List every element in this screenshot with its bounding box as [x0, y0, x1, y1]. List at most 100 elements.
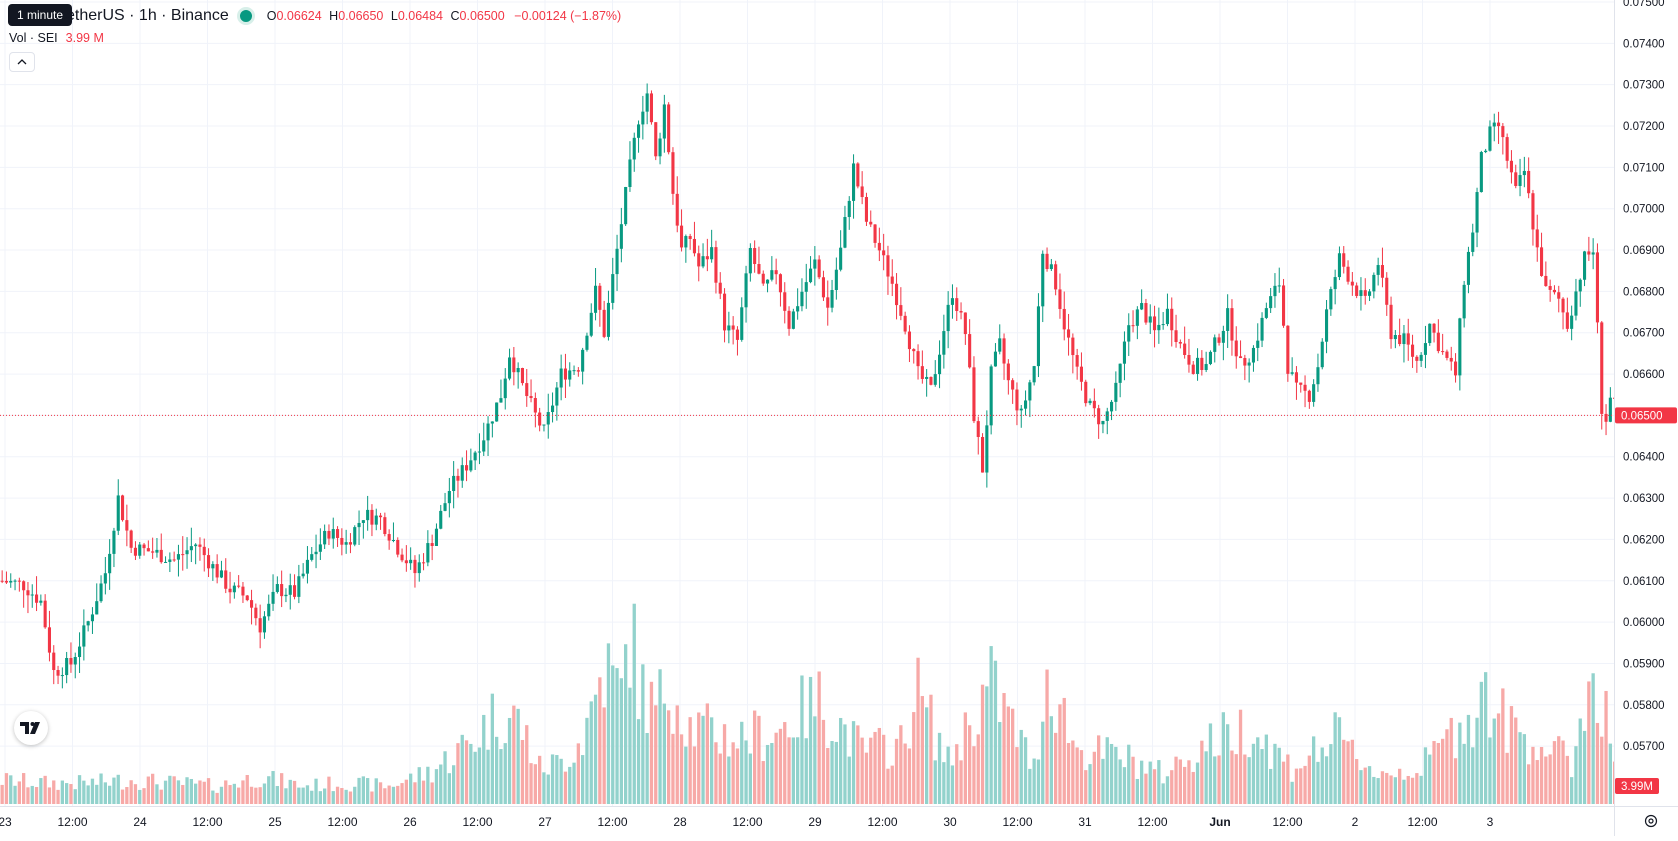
- candle-body: [1135, 309, 1139, 326]
- volume-bar: [662, 703, 666, 804]
- candle-body: [417, 562, 421, 574]
- candle-body: [125, 520, 129, 531]
- volume-bar: [82, 780, 86, 804]
- volume-bar: [1079, 750, 1084, 804]
- candle-body: [920, 366, 924, 379]
- volume-bar: [1423, 747, 1428, 804]
- chart-pane[interactable]: 1 minute etherUS · 1h · Binance O0.06624…: [0, 0, 1621, 806]
- volume-bar: [202, 781, 206, 804]
- candle-body: [925, 376, 929, 379]
- candle-body: [133, 547, 137, 556]
- candle-body: [254, 607, 258, 619]
- candle-body: [1518, 175, 1522, 186]
- candle-body: [207, 555, 211, 569]
- price-tick-label: 0.06100: [1623, 576, 1665, 588]
- volume-bar: [839, 717, 843, 804]
- candle-body: [1282, 285, 1286, 326]
- collapse-legend-button[interactable]: [9, 52, 35, 72]
- volume-bar: [649, 681, 654, 804]
- time-tick-label: 27: [538, 815, 552, 829]
- candle-body: [873, 224, 877, 243]
- volume-bar: [1557, 736, 1561, 804]
- candle-body: [1565, 312, 1569, 329]
- volume-bar: [1484, 672, 1488, 804]
- candle-body: [1578, 279, 1582, 292]
- symbol-title[interactable]: etherUS · 1h · Binance: [66, 7, 229, 24]
- price-tick-label: 0.07400: [1623, 38, 1665, 50]
- candle-body: [486, 423, 490, 441]
- volume-bar: [1208, 723, 1213, 804]
- volume-bar: [740, 721, 744, 804]
- volume-bar: [206, 778, 211, 804]
- open-value: 0.06624: [276, 9, 322, 23]
- candle-body: [594, 285, 598, 313]
- candle-body: [241, 586, 245, 596]
- candle-body: [899, 305, 903, 316]
- volume-bar: [267, 776, 271, 804]
- volume-bar: [284, 788, 288, 804]
- volume-bar: [585, 717, 589, 804]
- candle-body: [572, 370, 576, 372]
- candle-body: [258, 618, 262, 633]
- candle-body: [138, 544, 142, 556]
- candle-body: [159, 549, 163, 563]
- volume-bar: [1479, 681, 1483, 804]
- volume-bar: [1531, 746, 1535, 804]
- time-axis[interactable]: 23 12:00 24 12:00 25 12:00 26 12:00 27 12:00 28 12:…: [0, 806, 1614, 836]
- volume-bar: [1501, 688, 1505, 804]
- volume-bar: [176, 780, 181, 804]
- market-status-icon[interactable]: [236, 7, 255, 25]
- candle-body: [1153, 316, 1157, 331]
- volume-bar: [1522, 734, 1526, 804]
- tradingview-logo[interactable]: [14, 711, 48, 745]
- candle-body: [1234, 340, 1238, 357]
- candle-body: [641, 111, 645, 125]
- volume-bar: [335, 786, 340, 804]
- volume-bar: [1441, 738, 1445, 804]
- volume-bar: [1518, 732, 1522, 804]
- volume-bar: [1402, 779, 1406, 804]
- candle-body: [1307, 390, 1311, 402]
- volume-bar: [1269, 768, 1273, 804]
- candlestick-chart[interactable]: [0, 0, 1621, 806]
- candle-body: [723, 293, 727, 331]
- volume-bar: [1260, 749, 1264, 804]
- candle-body: [17, 580, 21, 582]
- volume-bar: [43, 775, 47, 804]
- volume-bar: [30, 785, 34, 804]
- candle-body: [938, 354, 942, 375]
- candle-body: [869, 221, 873, 225]
- candle-body: [804, 282, 808, 292]
- tradingview-logo-icon: [20, 722, 40, 734]
- candle-body: [598, 285, 602, 310]
- candle-body: [271, 591, 275, 604]
- candle-body: [1372, 274, 1376, 292]
- candle-body: [1423, 343, 1427, 355]
- volume-bar: [1410, 777, 1415, 804]
- volume-label[interactable]: Vol · SEI: [9, 31, 58, 45]
- axis-corner: [1614, 806, 1678, 836]
- candle-body: [116, 495, 120, 531]
- candle-body: [146, 548, 150, 552]
- candle-body: [637, 124, 641, 138]
- volume-bar: [413, 782, 417, 804]
- volume-bar: [116, 774, 120, 804]
- volume-bar: [168, 775, 172, 804]
- volume-bar: [1367, 766, 1372, 804]
- candle-body: [950, 298, 954, 305]
- volume-bar: [980, 684, 985, 804]
- volume-bar: [598, 677, 602, 804]
- price-axis[interactable]: 0.05700 0.05800 0.05900 0.06000 0.06100 0.062…: [1614, 0, 1678, 806]
- volume-bar: [499, 749, 503, 804]
- candle-body: [632, 137, 636, 160]
- candle-body: [1079, 366, 1083, 382]
- volume-bar: [563, 771, 568, 804]
- candle-body: [520, 368, 524, 384]
- price-tick-label: 0.06600: [1623, 369, 1665, 381]
- settings-gear-icon[interactable]: [1643, 813, 1659, 829]
- price-tick-label: 0.05700: [1623, 741, 1665, 753]
- candle-body: [847, 200, 851, 218]
- volume-bar: [138, 789, 142, 804]
- candle-body: [267, 603, 271, 617]
- candle-body: [1484, 150, 1488, 153]
